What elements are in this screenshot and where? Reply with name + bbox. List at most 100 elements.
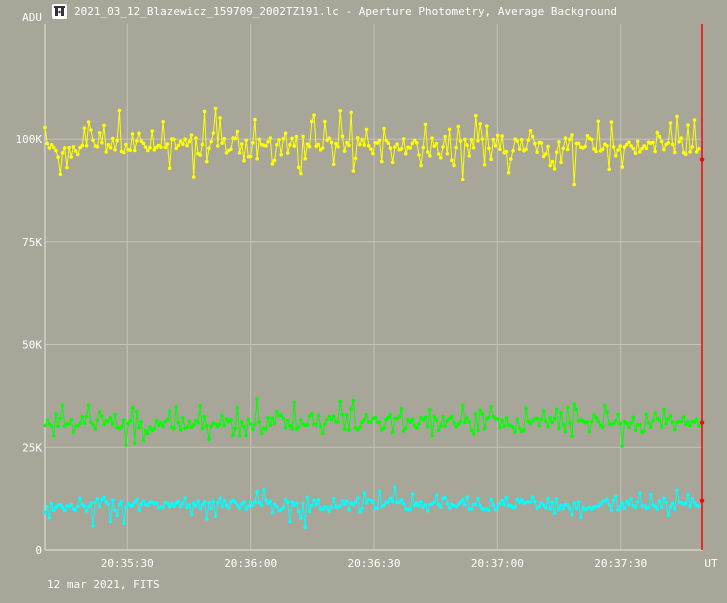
data-point (202, 109, 207, 114)
telescope-app-icon[interactable] (52, 4, 67, 19)
data-point (244, 433, 248, 438)
data-point (82, 421, 87, 425)
data-point (71, 145, 76, 149)
data-point (476, 139, 480, 143)
data-point (202, 500, 207, 504)
data-point (605, 497, 609, 502)
data-point (535, 150, 539, 155)
data-point (347, 428, 351, 432)
data-point (581, 505, 585, 509)
data-point (408, 420, 413, 424)
data-point (447, 127, 452, 132)
data-point (624, 142, 629, 147)
data-point (557, 507, 561, 511)
data-point (469, 507, 474, 511)
data-point (255, 489, 259, 494)
data-point (124, 142, 128, 147)
data-point (692, 420, 697, 424)
data-point (675, 114, 679, 119)
data-point (191, 175, 196, 179)
data-point (216, 424, 220, 429)
data-point (82, 126, 87, 130)
data-point (412, 503, 417, 508)
data-point (515, 417, 520, 421)
data-point (218, 496, 222, 501)
data-point (176, 499, 181, 504)
data-point (563, 429, 568, 434)
data-point (97, 131, 102, 135)
data-point (307, 414, 312, 418)
data-point (364, 127, 369, 132)
data-point (320, 431, 325, 436)
data-point (670, 420, 675, 425)
data-point (257, 420, 262, 424)
data-point (347, 143, 351, 148)
data-point (299, 516, 303, 520)
data-point (655, 507, 660, 511)
data-point (220, 413, 224, 418)
data-point (476, 428, 480, 433)
data-point (447, 506, 452, 511)
data-point (664, 500, 668, 505)
data-point (458, 420, 463, 424)
data-point (404, 426, 408, 431)
data-point (283, 131, 288, 135)
data-point (362, 491, 367, 495)
data-point (362, 417, 367, 422)
data-point (616, 412, 620, 417)
data-point (491, 503, 496, 507)
data-point (233, 500, 238, 505)
data-point (668, 505, 673, 510)
data-point (301, 501, 305, 506)
data-point (513, 505, 517, 509)
data-point (395, 416, 399, 421)
data-point (226, 506, 231, 510)
data-point (47, 146, 52, 150)
data-point (694, 150, 699, 154)
data-point (251, 427, 255, 432)
data-point (281, 505, 286, 510)
data-point (546, 144, 550, 149)
data-point (351, 398, 356, 403)
data-point (323, 422, 327, 426)
data-point (253, 422, 257, 427)
data-point (43, 423, 47, 428)
data-point (574, 407, 579, 412)
data-point (600, 147, 605, 152)
data-point (86, 120, 91, 124)
data-point (434, 493, 439, 498)
data-point (161, 505, 165, 509)
data-point (478, 122, 483, 126)
data-point (633, 151, 638, 156)
data-point (686, 420, 690, 424)
data-point (644, 146, 649, 151)
data-point (565, 147, 570, 152)
data-point (71, 430, 76, 435)
data-point (95, 418, 100, 423)
data-point (242, 424, 246, 429)
data-point (275, 143, 279, 147)
data-point (224, 417, 229, 421)
data-point (554, 497, 559, 501)
data-point (172, 504, 176, 509)
data-point (620, 444, 625, 448)
data-point (336, 420, 340, 424)
data-point (154, 418, 159, 423)
data-point (552, 511, 557, 515)
data-point (45, 505, 49, 509)
data-point (603, 403, 607, 408)
data-point (196, 420, 200, 425)
data-point (307, 509, 312, 513)
series-line (44, 108, 700, 185)
data-point (93, 426, 98, 431)
data-point (554, 407, 559, 412)
data-point (275, 505, 279, 509)
data-point (73, 507, 78, 512)
data-point (152, 426, 157, 431)
data-point (336, 144, 340, 149)
data-point (76, 504, 80, 509)
data-point (128, 419, 133, 424)
data-point (292, 144, 297, 148)
data-point (73, 149, 78, 153)
data-point (58, 416, 63, 421)
